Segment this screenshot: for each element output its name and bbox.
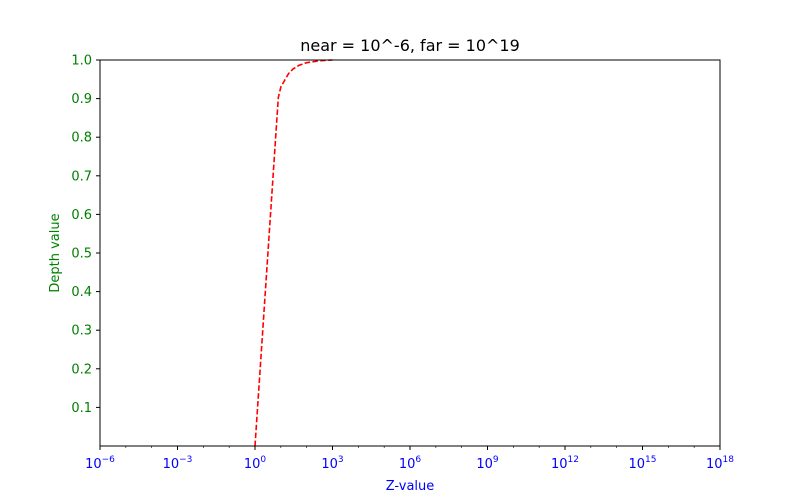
y-axis-label: Depth value — [48, 213, 63, 292]
y-tick-label: 0.6 — [71, 208, 92, 223]
y-tick-label: 0.5 — [71, 247, 92, 262]
x-tick-label: 1015 — [629, 455, 657, 472]
y-tick-label: 0.8 — [71, 131, 92, 146]
plot-area — [100, 60, 720, 446]
x-tick-label: 103 — [321, 455, 343, 472]
x-tick-label: 1018 — [706, 455, 734, 472]
series-line — [254, 59, 333, 447]
x-tick-label: 10−6 — [85, 455, 115, 472]
y-tick-label: 0.3 — [71, 324, 92, 339]
x-tick-label: 100 — [244, 455, 267, 472]
y-tick-label: 0.2 — [71, 362, 92, 377]
y-tick-label: 1.0 — [71, 54, 92, 69]
chart-title: near = 10^-6, far = 10^19 — [300, 36, 520, 55]
x-tick-label: 10−3 — [163, 455, 193, 472]
x-tick-label: 109 — [476, 455, 499, 472]
y-tick-label: 0.9 — [71, 92, 92, 107]
x-tick-label: 1012 — [551, 455, 579, 472]
y-tick-label: 0.4 — [71, 285, 92, 300]
y-tick-label: 0.7 — [71, 169, 92, 184]
x-axis-label: Z-value — [386, 479, 435, 494]
x-tick-label: 106 — [399, 455, 422, 472]
y-tick-label: 0.1 — [71, 401, 92, 416]
